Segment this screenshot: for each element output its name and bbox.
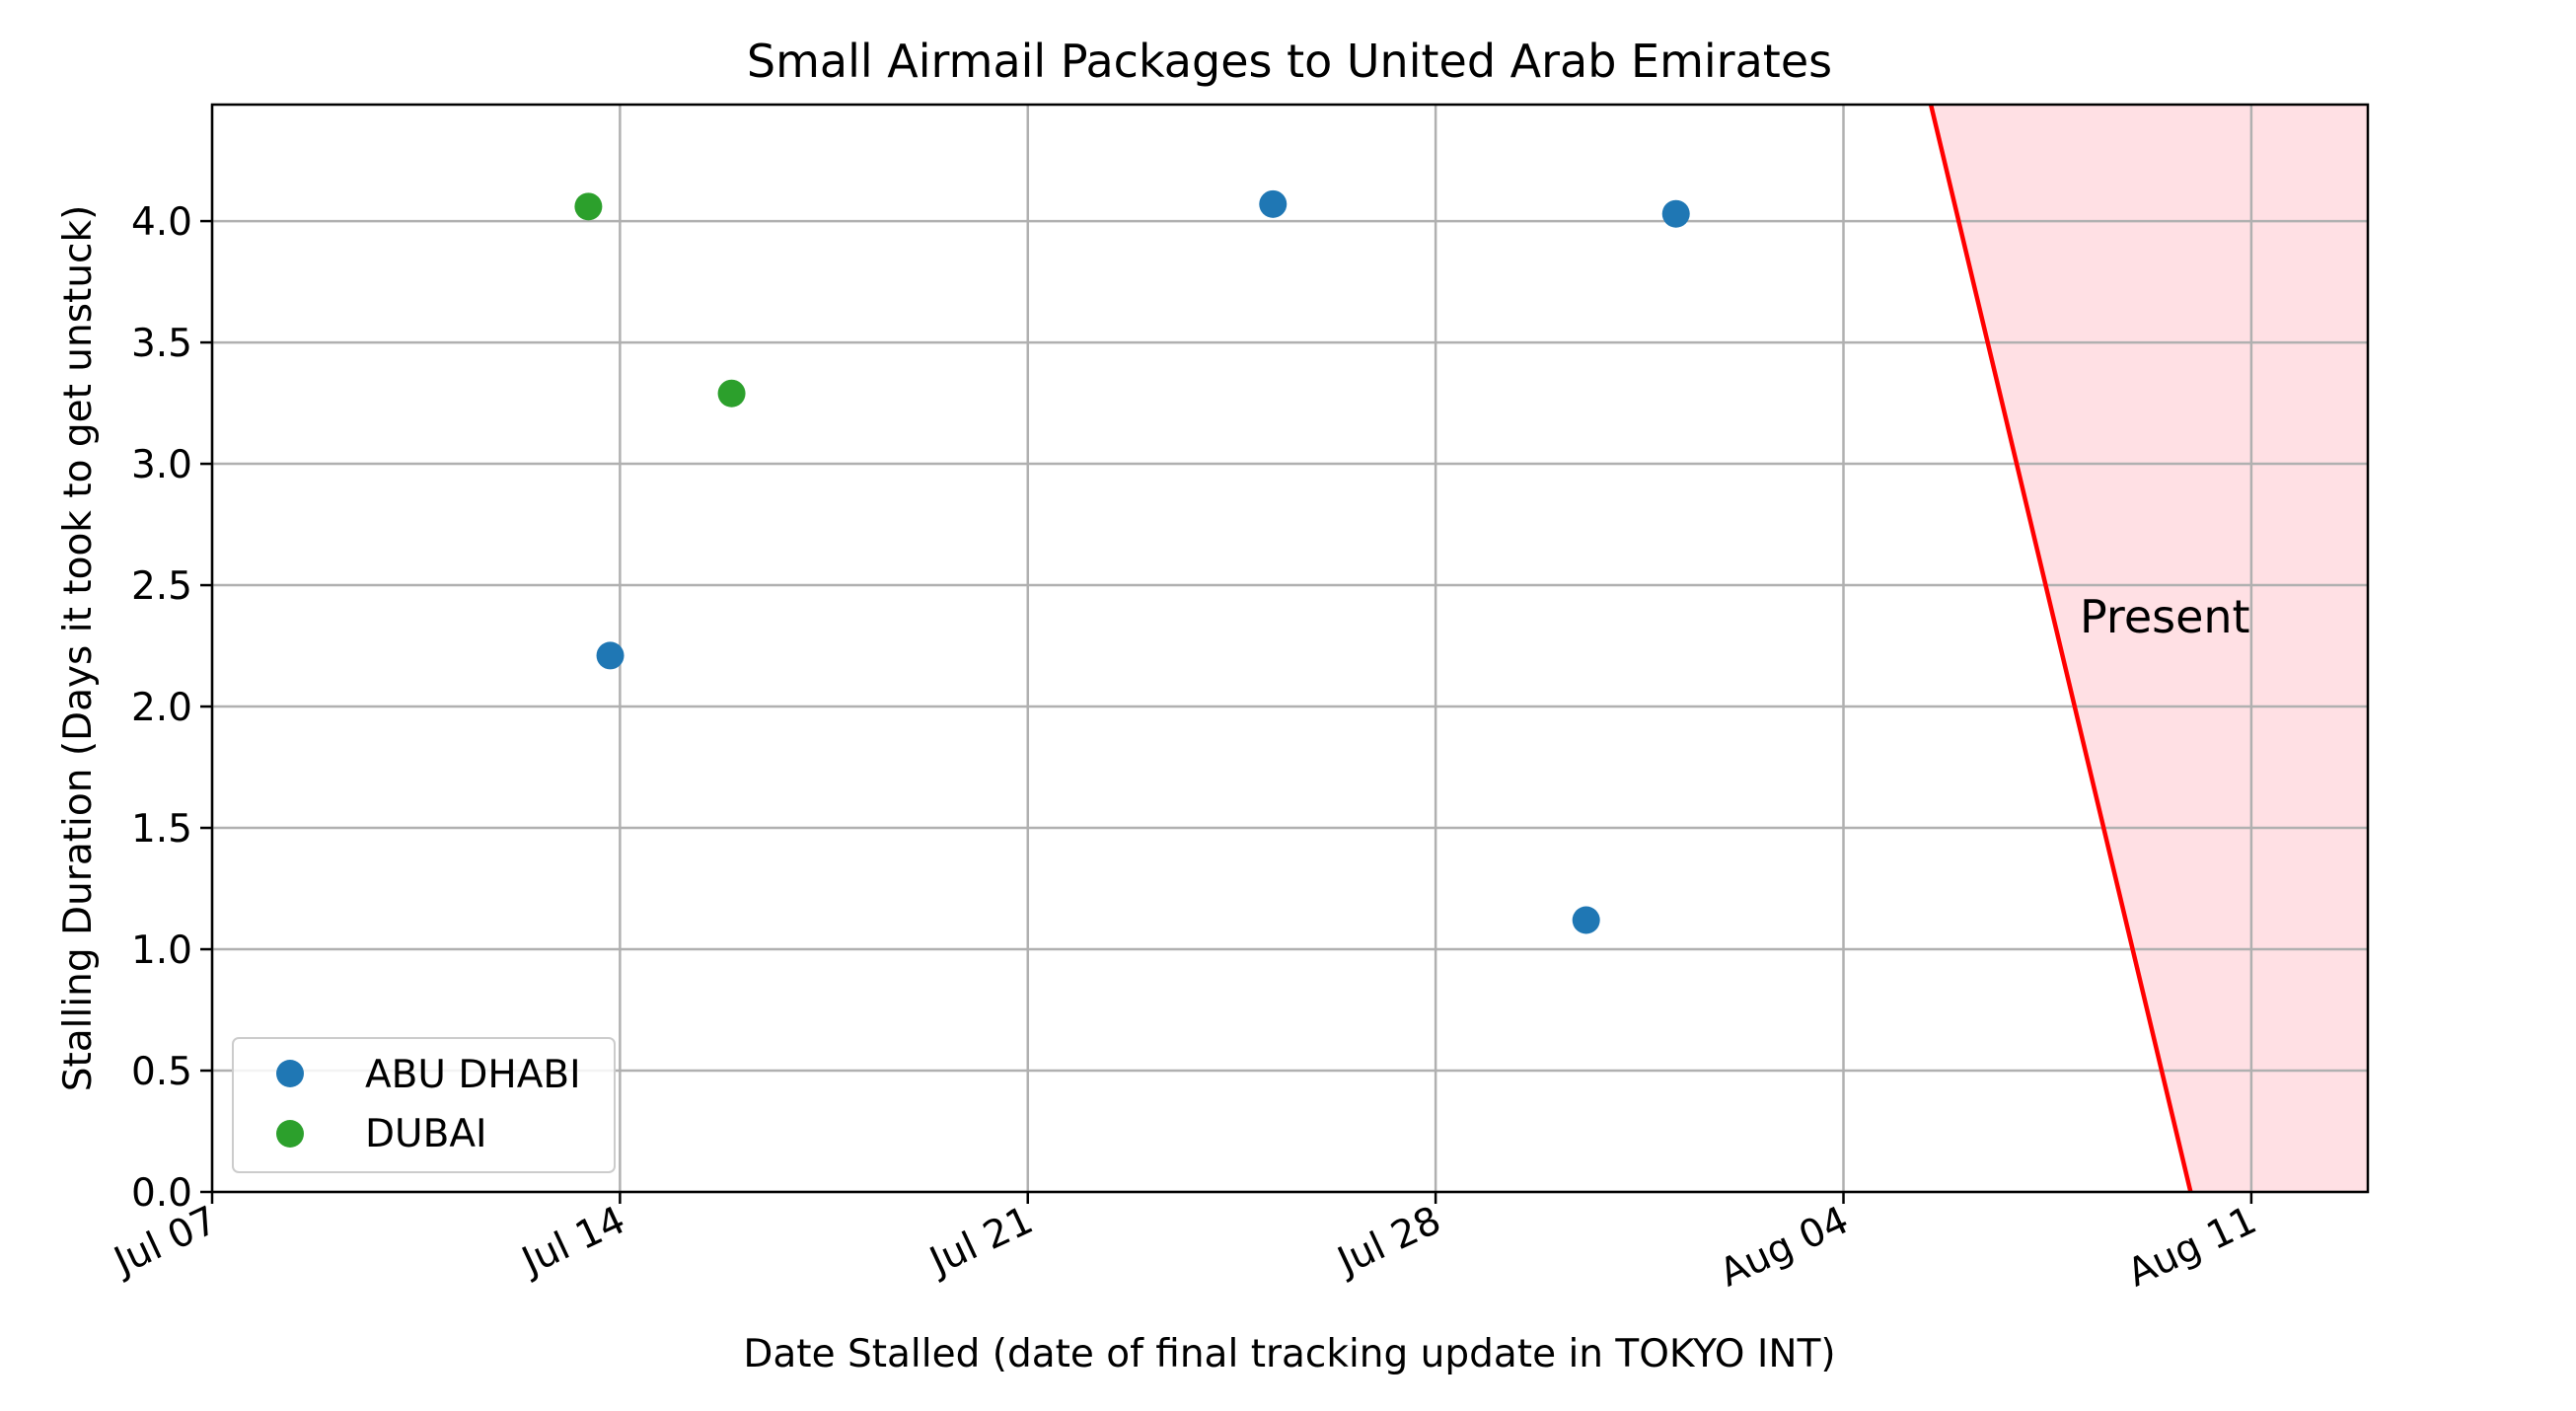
y-tick-label-3-5: 3.5 (131, 322, 192, 366)
present-line (1928, 105, 2193, 1192)
y-tick-label-3-0: 3.0 (131, 443, 192, 487)
y-tick-label-1-5: 1.5 (131, 807, 192, 852)
x-axis-label: Date Stalled (date of final tracking upd… (743, 1332, 1835, 1376)
present-shaded-area (1931, 105, 2368, 1192)
chart-title: Small Airmail Packages to United Arab Em… (747, 35, 1832, 88)
present-label: Present (2080, 590, 2250, 643)
legend-marker-abu-dhabi (276, 1060, 304, 1087)
present-region (1931, 105, 2368, 1192)
point-abu-dhabi-2 (1259, 189, 1288, 218)
y-tick-label-1-0: 1.0 (131, 928, 192, 973)
legend-label-dubai: DUBAI (365, 1112, 487, 1156)
y-tick-label-2-0: 2.0 (131, 686, 192, 730)
legend: ABU DHABI DUBAI (232, 1037, 616, 1173)
y-tick-label-0-5: 0.5 (131, 1050, 192, 1094)
y-tick-label-0-0: 0.0 (131, 1171, 192, 1216)
point-abu-dhabi-1 (596, 641, 625, 670)
legend-box (232, 1037, 616, 1173)
legend-marker-dubai (276, 1120, 304, 1148)
point-abu-dhabi-3 (1572, 906, 1600, 934)
plot-area-frame (210, 103, 2370, 1194)
legend-label-abu-dhabi: ABU DHABI (365, 1053, 581, 1097)
point-dubai-1 (574, 192, 603, 221)
y-axis-label: Stalling Duration (Days it took to get u… (56, 205, 101, 1092)
point-abu-dhabi-4 (1661, 199, 1690, 228)
point-dubai-2 (717, 379, 746, 408)
y-tick-label-2-5: 2.5 (131, 564, 192, 609)
present-line-layer (1928, 105, 2193, 1192)
y-tick-label-4-0: 4.0 (131, 200, 192, 245)
data-points (574, 189, 1690, 934)
y-axis-ticks: 0.0 0.5 1.0 1.5 2.0 2.5 3.0 3.5 4.0 (131, 200, 212, 1216)
